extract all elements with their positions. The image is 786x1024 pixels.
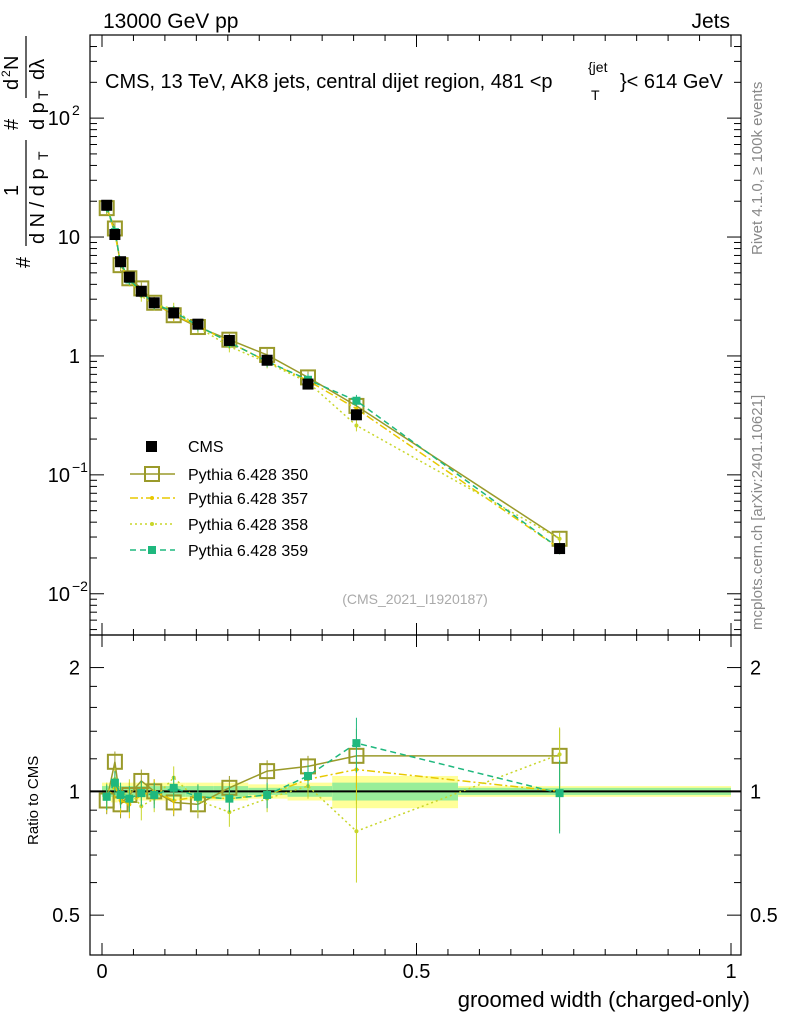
svg-text:d p: d p [27, 102, 49, 130]
cms-data-point [350, 409, 362, 421]
chart-title-tail: }< 614 GeV [620, 71, 724, 93]
legend: CMS Pythia 6.428 350 Pythia 6.428 357 Pythi… [130, 439, 308, 560]
cms-data-point [302, 378, 314, 390]
top-panel-data [98, 199, 568, 555]
cms-data-point [123, 271, 135, 283]
svg-text:1: 1 [1, 185, 23, 196]
ratio-y-tick-label-right: 1 [750, 781, 761, 803]
svg-text:#: # [13, 256, 35, 268]
marker-358 [354, 829, 359, 834]
ratio-y-tick-label-right: 2 [750, 658, 761, 680]
marker-359 [137, 789, 146, 798]
legend-cms-marker [146, 441, 157, 452]
legend-label: Pythia 6.428 358 [188, 517, 308, 534]
ratio-y-tick-label: 2 [69, 658, 80, 680]
legend-label: Pythia 6.428 350 [188, 467, 308, 484]
x-tick-label: 0.5 [403, 961, 431, 983]
series-line [106, 207, 561, 540]
marker-359 [555, 789, 564, 798]
marker-359 [193, 792, 202, 801]
x-axis-label: groomed width (charged-only) [458, 987, 750, 1012]
svg-text:dλ: dλ [27, 59, 49, 80]
x-tick-label: 0 [96, 961, 107, 983]
marker-350 [259, 763, 276, 780]
ratio-y-tick-label: 0.5 [52, 905, 80, 927]
ratio-y-tick-label: 1 [69, 781, 80, 803]
cms-data-point [168, 307, 180, 319]
cms-data-point [223, 334, 235, 346]
marker-359 [169, 783, 178, 792]
chart-title-subscript: T [591, 87, 600, 103]
marker-359 [110, 778, 119, 787]
cms-data-point [115, 256, 127, 268]
svg-text:d: d [1, 79, 23, 90]
series-line [106, 205, 560, 540]
marker-359 [116, 790, 125, 799]
header-left: 13000 GeV pp [103, 10, 238, 33]
y-tick-label: 1 [69, 346, 80, 368]
header-right: Jets [691, 10, 730, 33]
svg-text:d N / d p: d N / d p [27, 168, 49, 244]
ratio-panel-frame [89, 634, 742, 956]
marker-359 [263, 790, 272, 799]
y-tick-label: 10 [58, 227, 80, 249]
marker-358 [557, 536, 562, 541]
svg-text:#: # [1, 118, 23, 130]
cms-data-point [101, 199, 113, 211]
marker-359 [352, 739, 361, 748]
cms-data-point [192, 318, 204, 330]
legend-label: Pythia 6.428 359 [188, 543, 308, 560]
legend-label: Pythia 6.428 357 [188, 491, 308, 508]
marker-359 [352, 396, 361, 405]
y-tick-label: 10 [48, 465, 70, 487]
ratio-panel-data [98, 717, 568, 883]
analysis-watermark: (CMS_2021_I1920187) [342, 591, 488, 607]
ratio-y-tick-label-right: 0.5 [750, 905, 778, 927]
rivet-version-label: Rivet 4.1.0, ≥ 100k events [749, 82, 766, 255]
marker-359 [150, 790, 159, 799]
y-tick-exponent: −1 [72, 459, 88, 475]
svg-text:2: 2 [0, 70, 13, 77]
marker-358 [150, 522, 154, 526]
y-tick-exponent: 2 [72, 102, 80, 118]
marker-359 [225, 794, 234, 803]
cms-data-point [135, 285, 147, 297]
marker-359 [102, 792, 111, 801]
cms-data-point [261, 354, 273, 366]
legend-label: CMS [188, 439, 224, 456]
marker-358 [354, 423, 359, 428]
chart-title-superscript: {jet [588, 59, 608, 75]
x-tick-label: 1 [725, 961, 736, 983]
marker-359 [125, 794, 134, 803]
marker-350 [144, 466, 160, 482]
marker-358 [557, 752, 562, 757]
marker-359 [303, 771, 312, 780]
cms-data-point [148, 297, 160, 309]
y-tick-label: 10 [48, 584, 70, 606]
y-tick-exponent: −2 [72, 578, 88, 594]
mcplots-label: mcplots.cern.ch [arXiv:2401.10621] [749, 395, 766, 630]
svg-text:T: T [35, 90, 51, 99]
ratio-y-axis-label: Ratio to CMS [25, 756, 42, 845]
chart-title: CMS, 13 TeV, AK8 jets, central dijet reg… [105, 71, 553, 93]
top-y-axis-label: # d N / d p T 1 # d p T d 2 N dλ [0, 36, 51, 268]
svg-text:N: N [1, 56, 23, 70]
cms-data-point [109, 229, 121, 241]
cms-data-point [554, 543, 566, 555]
y-tick-label: 10 [48, 108, 70, 130]
marker-359 [148, 546, 156, 554]
marker-357 [150, 496, 154, 500]
svg-text:T: T [35, 151, 51, 160]
